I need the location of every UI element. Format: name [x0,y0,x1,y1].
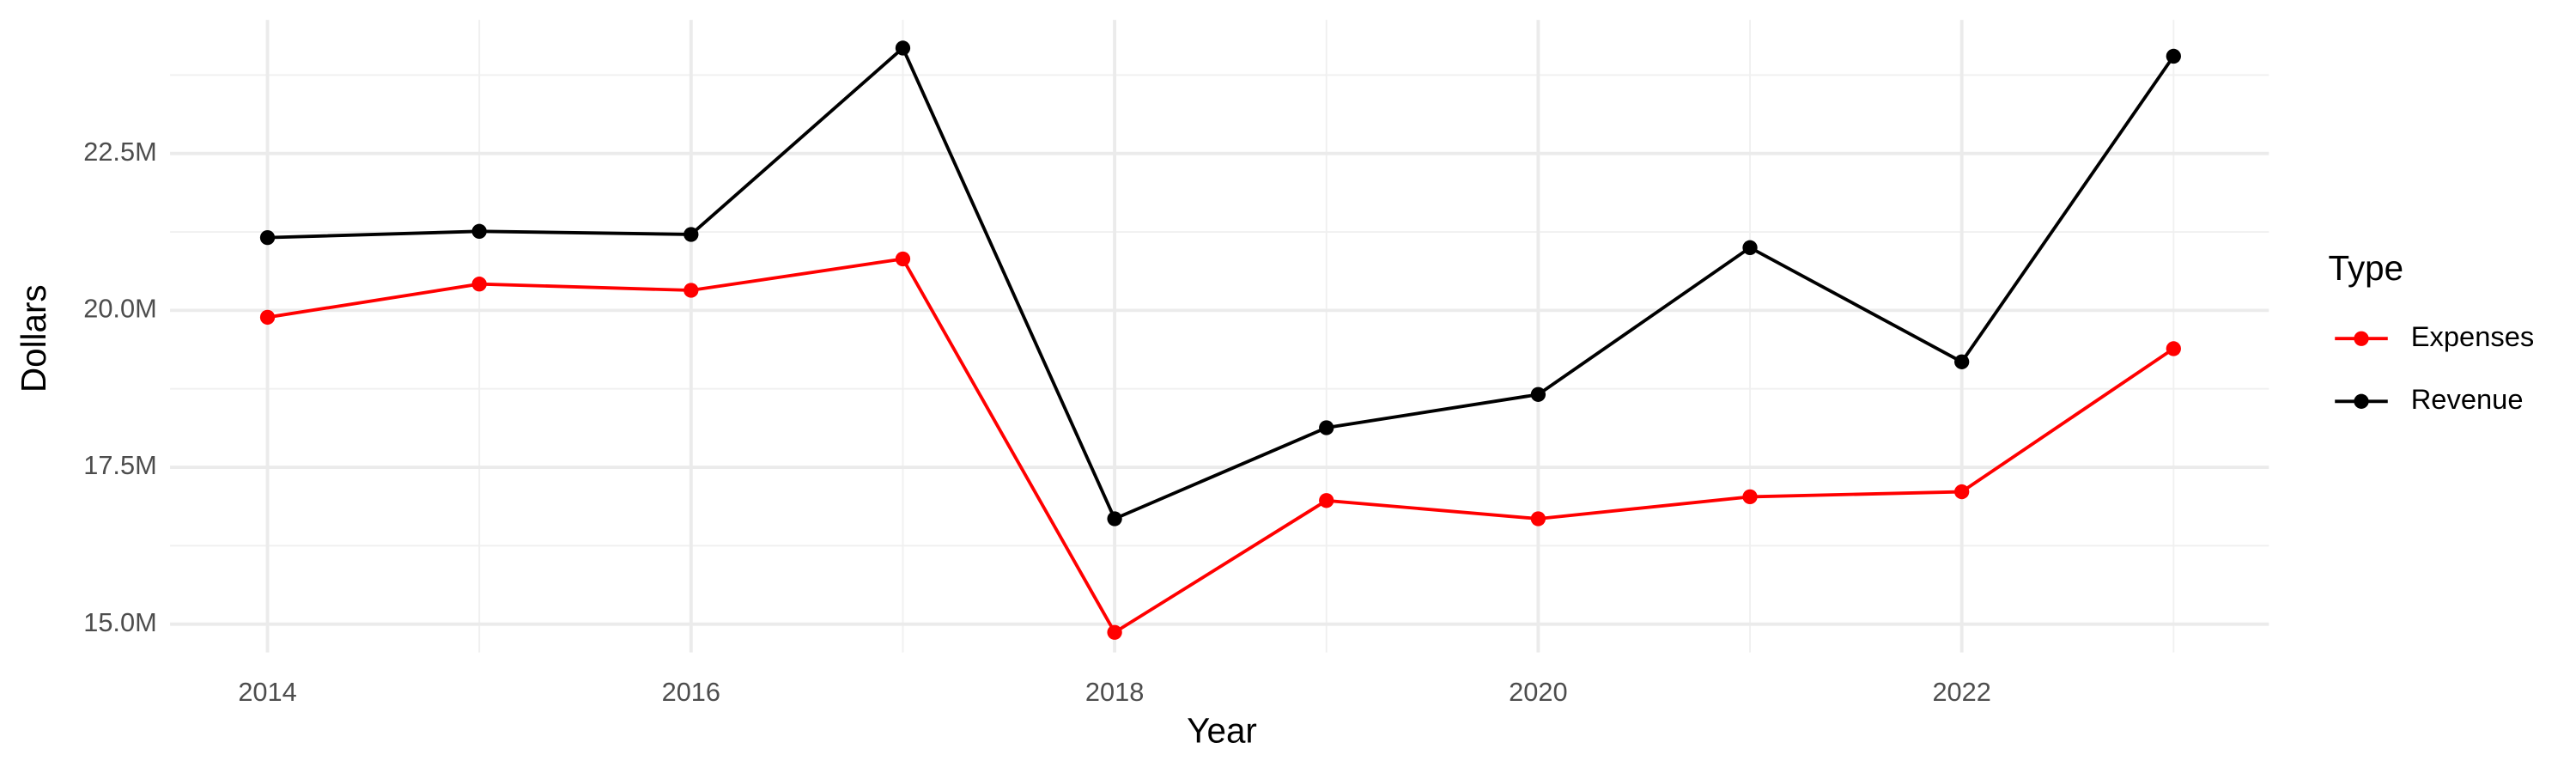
point [471,223,487,239]
point [895,251,911,267]
y-axis-label: Dollars [14,284,53,393]
y-tick-label: 17.5M [83,450,156,480]
point [1530,386,1546,402]
x-tick-label: 2018 [1085,677,1144,707]
legend-title: Type [2329,248,2404,288]
point [1954,484,1970,500]
legend-label: Revenue [2411,383,2524,415]
x-tick-label: 2016 [662,677,720,707]
point [1742,489,1758,505]
point [1954,354,1970,369]
point [2166,341,2181,356]
point [895,40,911,56]
x-tick-label: 2014 [238,677,296,707]
point [1107,624,1122,640]
line [267,257,2175,635]
y-tick-label: 15.0M [83,607,156,637]
point [259,229,276,246]
point [1742,240,1758,255]
point [683,283,699,298]
point [1530,511,1546,526]
x-tick-label: 2022 [1932,677,1990,707]
legend-label: Expenses [2411,320,2535,352]
point [259,309,276,326]
point [2166,48,2181,64]
point [1319,420,1334,435]
legend-key-point [2354,331,2369,346]
x-axis-label: Year [1187,711,1257,751]
point [683,227,699,242]
y-tick-label: 20.0M [83,294,156,324]
legend-key-point [2354,393,2369,409]
point [1107,511,1122,526]
point [1319,493,1334,508]
line [267,45,2175,521]
x-tick-label: 2020 [1509,677,1567,707]
y-tick-label: 22.5M [83,137,156,167]
point [471,277,487,292]
